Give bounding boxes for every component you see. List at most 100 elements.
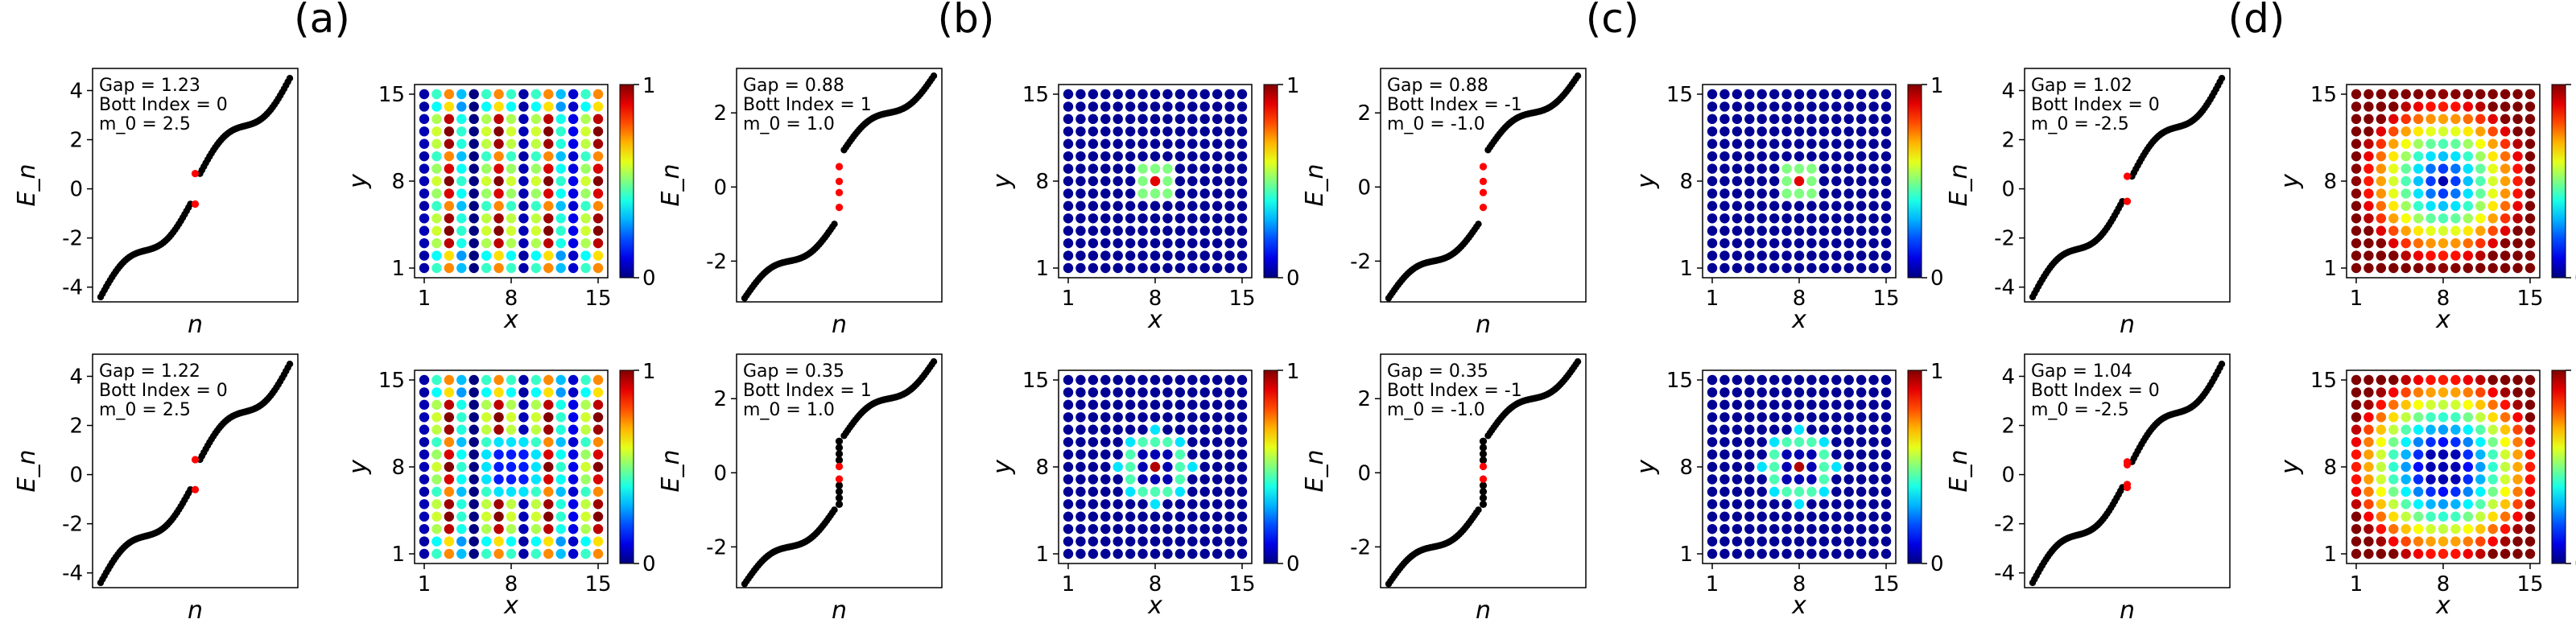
density-site bbox=[1781, 486, 1792, 497]
density-site bbox=[1187, 399, 1198, 411]
density-site bbox=[2376, 536, 2387, 547]
density-site bbox=[1113, 424, 1123, 435]
density-site bbox=[2401, 175, 2411, 187]
density-site bbox=[543, 399, 554, 411]
density-site bbox=[1868, 237, 1879, 249]
density-site bbox=[2462, 175, 2474, 187]
density-site bbox=[2438, 387, 2449, 398]
density-site bbox=[1088, 536, 1099, 547]
density-site bbox=[592, 424, 604, 435]
density-site bbox=[1719, 250, 1730, 261]
density-site bbox=[2363, 225, 2374, 236]
density-site bbox=[1100, 511, 1111, 522]
density-site bbox=[543, 486, 554, 497]
density-site bbox=[1868, 424, 1879, 435]
density-site bbox=[580, 523, 591, 535]
density-site bbox=[419, 262, 430, 274]
density-site bbox=[555, 262, 566, 274]
density-site bbox=[1075, 237, 1086, 249]
density-site bbox=[2438, 89, 2449, 100]
density-site bbox=[1100, 262, 1111, 274]
density-site bbox=[1880, 499, 1892, 510]
y-axis-label: E_n bbox=[1301, 164, 1329, 207]
density-site bbox=[419, 449, 430, 460]
density-site bbox=[1125, 250, 1136, 261]
density-site bbox=[2376, 138, 2387, 149]
density-site bbox=[2376, 114, 2387, 125]
density-site bbox=[1137, 175, 1148, 187]
density-site bbox=[1806, 511, 1817, 522]
density-site bbox=[1732, 412, 1743, 423]
density-site bbox=[444, 499, 455, 510]
density-site bbox=[1137, 436, 1148, 448]
density-site bbox=[1818, 548, 1830, 559]
density-site bbox=[1187, 262, 1198, 274]
density-site bbox=[1757, 175, 1767, 187]
density-site bbox=[1199, 138, 1210, 149]
density-site bbox=[2351, 374, 2362, 386]
density-site bbox=[2351, 138, 2362, 149]
plot-frame bbox=[736, 68, 943, 303]
in-gap-state-point bbox=[1479, 163, 1488, 171]
density-site bbox=[1199, 114, 1210, 125]
density-site bbox=[1880, 250, 1892, 261]
y-tick-label: -2 bbox=[1994, 227, 2015, 251]
density-site bbox=[2524, 523, 2536, 535]
density-site bbox=[1831, 486, 1842, 497]
density-site bbox=[1212, 499, 1223, 510]
density-site bbox=[2524, 200, 2536, 212]
density-site bbox=[1868, 138, 1879, 149]
density-site bbox=[1719, 523, 1730, 535]
density-site bbox=[1075, 175, 1086, 187]
density-site bbox=[2376, 262, 2387, 274]
density-site bbox=[1224, 424, 1235, 435]
density-site bbox=[543, 138, 554, 149]
density-site bbox=[481, 387, 492, 398]
density-site bbox=[419, 163, 430, 174]
density-site bbox=[506, 262, 517, 274]
density-site bbox=[1757, 200, 1767, 212]
density-site bbox=[1162, 114, 1173, 125]
density-site bbox=[1719, 436, 1730, 448]
density-site bbox=[1236, 374, 1248, 386]
density-site bbox=[1224, 511, 1235, 522]
density-site bbox=[1162, 213, 1173, 224]
density-site bbox=[1125, 262, 1136, 274]
density-site bbox=[1707, 449, 1718, 460]
density-site bbox=[1174, 399, 1186, 411]
density-site bbox=[1174, 138, 1186, 149]
density-site bbox=[1224, 163, 1235, 174]
density-site bbox=[1707, 213, 1718, 224]
density-site bbox=[1843, 213, 1854, 224]
density-site bbox=[2376, 436, 2387, 448]
density-site bbox=[444, 175, 455, 187]
density-site bbox=[493, 424, 504, 435]
density-site bbox=[2401, 374, 2411, 386]
density-site bbox=[518, 200, 529, 212]
density-site bbox=[1880, 200, 1892, 212]
density-site bbox=[1732, 548, 1743, 559]
density-site bbox=[1174, 188, 1186, 199]
density-site bbox=[2512, 474, 2523, 485]
density-site bbox=[1732, 436, 1743, 448]
density-site bbox=[1236, 151, 1248, 162]
density-site bbox=[518, 399, 529, 411]
density-site bbox=[2487, 225, 2498, 236]
density-site bbox=[2475, 536, 2486, 547]
density-site bbox=[568, 387, 579, 398]
density-site bbox=[1088, 101, 1099, 112]
density-site bbox=[1212, 163, 1223, 174]
density-site bbox=[1075, 89, 1086, 100]
density-site bbox=[1732, 374, 1743, 386]
density-site bbox=[1856, 163, 1867, 174]
density-site bbox=[1757, 449, 1767, 460]
density-site bbox=[1757, 511, 1767, 522]
density-site bbox=[444, 237, 455, 249]
density-site bbox=[481, 213, 492, 224]
colorbar-max-label: 1 bbox=[1930, 74, 1944, 98]
density-site bbox=[469, 225, 479, 236]
density-site bbox=[1224, 225, 1235, 236]
density-site bbox=[1088, 250, 1099, 261]
y-tick-label: -2 bbox=[706, 250, 727, 274]
density-site bbox=[1806, 424, 1817, 435]
